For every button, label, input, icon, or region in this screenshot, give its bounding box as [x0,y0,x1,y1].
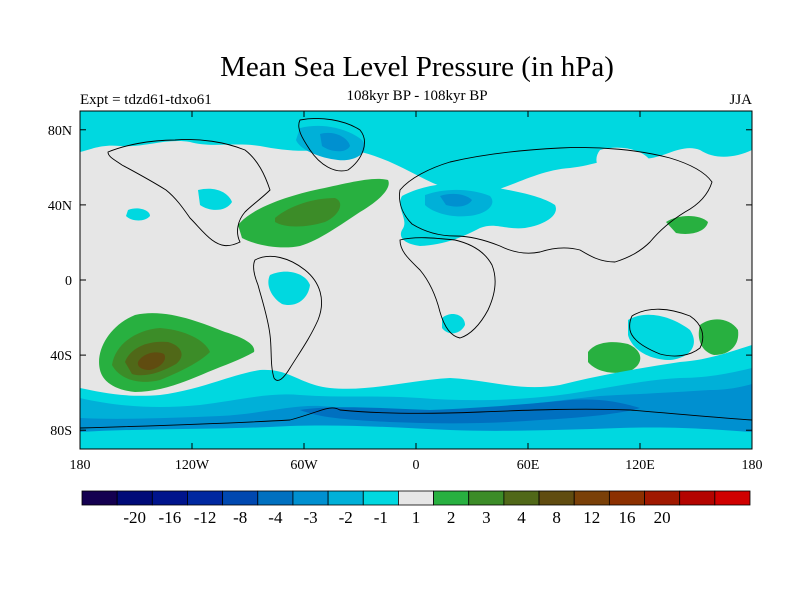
colorbar-swatch [362,490,399,506]
colorbar-swatch [116,490,153,506]
x-tick-label: 60W [290,458,318,473]
colorbar-label: -1 [374,508,388,527]
south-africa-low [442,314,465,334]
colorbar-label: 4 [517,508,526,527]
colorbar-swatch [433,490,470,506]
colorbar-swatch [468,490,505,506]
colorbar-swatch [608,490,645,506]
colorbar-swatch [257,490,294,506]
experiment-label: Expt = tdzd61-tdxo61 [80,92,212,108]
colorbar-label: 1 [412,508,421,527]
greenland-coast [298,118,365,172]
colorbar-label: -12 [194,508,217,527]
colorbar-label: 2 [447,508,456,527]
pressure-field [80,111,752,449]
map-title: Mean Sea Level Pressure (in hPa) [220,51,614,83]
colorbar-swatch [151,490,188,506]
x-tick-label: 180 [70,458,91,473]
colorbar-label: -3 [303,508,317,527]
colorbar-swatch [503,490,540,506]
south-america-coast [253,256,322,381]
siberia-high-small [596,147,651,180]
antarctic-low-core [300,399,640,424]
x-tick-label: 180 [742,458,763,473]
y-tick-label: 40S [50,349,72,364]
x-tick-label: 60E [517,458,540,473]
arctic-low-anomaly [80,111,752,196]
south-america-low [268,271,310,306]
colorbar-label: 8 [552,508,561,527]
eurasia-coast [399,147,713,263]
europe-low-center [440,193,472,207]
colorbar-swatch [573,490,610,506]
y-tick-label: 40N [48,199,72,214]
colorbar-swatch [327,490,364,506]
colorbar-label: -8 [233,508,247,527]
north-atlantic-high-core [275,198,341,227]
colorbar-swatch [292,490,329,506]
colorbar-label: -16 [159,508,182,527]
colorbar-swatch [187,490,224,506]
colorbar-swatch [679,490,716,506]
colorbar-swatch [222,490,259,506]
y-axis: 80N 40N 0 40S 80S [48,124,752,439]
colorbar-label: 20 [654,508,671,527]
arctic-low-center [320,132,350,152]
period-label: 108kyr BP - 108kyr BP [346,88,488,104]
y-tick-label: 80S [50,424,72,439]
colorbar-label: -20 [123,508,146,527]
australia-coast [629,308,704,357]
x-tick-label: 0 [413,458,420,473]
season-label: JJA [729,92,752,108]
tasman-high [698,319,739,355]
x-axis: 180 120W 60W 0 60E 120E 180 [70,111,763,473]
antarctica-coast [80,407,752,429]
antarctic-coast-band [80,425,752,449]
colorbar-swatch [538,490,575,506]
colorbar-swatch [644,490,681,506]
colorbar-swatch [81,490,118,506]
colorbar-label: -4 [268,508,283,527]
x-tick-label: 120E [625,458,655,473]
colorbar-label: 12 [583,508,600,527]
africa-coast [399,237,496,339]
y-tick-label: 80N [48,124,72,139]
x-tick-label: 120W [175,458,210,473]
north-america-coast [107,139,271,247]
colorbar: -20 -16 -12 -8 -4 -3 -2 -1 1 2 3 4 8 12 16 20 [81,490,751,527]
colorbar-label: 16 [618,508,635,527]
south-pacific-high-center [137,352,166,370]
colorbar-label: 3 [482,508,491,527]
colorbar-label: -2 [339,508,353,527]
indian-ocean-high [588,342,641,373]
east-asia-high [666,216,708,234]
colorbar-swatch [714,490,751,506]
north-america-low [198,188,232,210]
coastlines [80,118,752,429]
pacific-low-small [126,208,150,221]
australia-low [628,314,694,360]
colorbar-swatch [398,490,434,506]
y-tick-label: 0 [65,274,72,289]
